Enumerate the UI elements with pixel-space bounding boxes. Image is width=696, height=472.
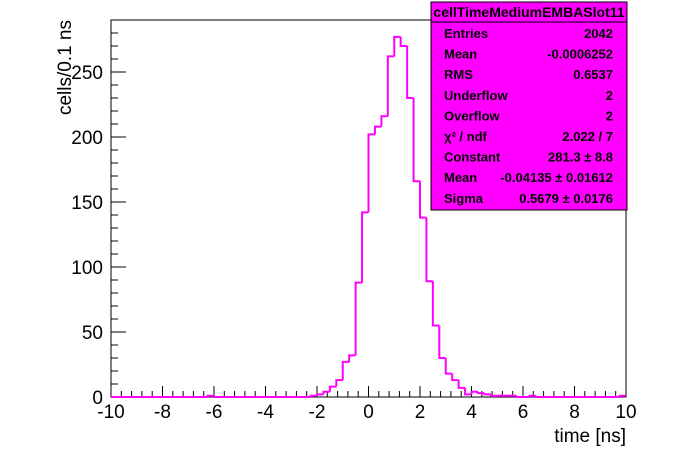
histogram-bin [483, 393, 491, 396]
histogram-bin [406, 46, 414, 99]
y-tick-label: 100 [71, 258, 103, 279]
y-axis: 0 50 100 150 200 250 [71, 19, 126, 409]
histogram-bin [367, 133, 375, 213]
histogram-bin [361, 211, 369, 283]
stats-row-value: 2.022 / 7 [562, 129, 613, 144]
x-tick-label: 6 [518, 402, 529, 423]
histogram-bin [386, 55, 395, 117]
histogram-bin [425, 217, 433, 283]
histogram-bin [476, 391, 485, 395]
histogram-bin [451, 373, 459, 382]
histogram-bin [341, 360, 350, 381]
histogram-bin [399, 36, 408, 47]
x-tick-label: 10 [615, 402, 636, 423]
x-axis: -10 -8 -6 -4 -2 0 2 4 6 8 10 [97, 386, 637, 423]
stats-row-value: 0.6537 [573, 67, 613, 82]
stats-row-label: RMS [444, 67, 473, 82]
stats-box-title: cellTimeMediumEMBASlot11 [433, 4, 624, 20]
x-tick-label: -10 [97, 402, 124, 423]
stats-row-label: Constant [444, 150, 501, 165]
x-tick-label: 2 [415, 402, 426, 423]
stats-box: cellTimeMediumEMBASlot11 Entries 2042 Mean… [430, 1, 628, 211]
histogram-bin [457, 380, 466, 389]
histogram-bin [464, 387, 472, 396]
histogram-bin [380, 115, 388, 127]
histogram-bin [419, 181, 427, 219]
x-tick-label: 8 [569, 402, 580, 423]
x-tick-label: 4 [466, 402, 477, 423]
y-axis-title: cells/0.1 ns [55, 20, 76, 115]
y-tick-label: 150 [71, 193, 103, 214]
histogram-bin [528, 394, 536, 397]
y-tick-label: 250 [71, 63, 103, 84]
histogram-bin [412, 98, 420, 183]
histogram-bin [431, 281, 440, 327]
stats-box-frame [430, 1, 628, 211]
stats-row-value: 2 [606, 108, 613, 123]
stats-row-value: 0.5679 ± 0.0176 [519, 191, 613, 206]
histogram-bin [348, 354, 356, 362]
histogram-bin [534, 395, 543, 398]
stats-row-label: Mean [444, 170, 477, 185]
histogram-bin [470, 390, 478, 395]
histogram-bin [206, 394, 214, 397]
x-tick-label: -4 [257, 402, 274, 423]
histogram-series [111, 35, 626, 398]
stats-row-value: 2042 [584, 26, 613, 41]
stats-row-label: Underflow [444, 88, 508, 103]
stats-row-label: Sigma [444, 191, 484, 206]
y-tick-label: 50 [82, 323, 103, 344]
histogram-bin [373, 125, 382, 135]
histogram-bin [438, 325, 446, 359]
x-tick-label: -2 [309, 402, 326, 423]
histogram-bin [335, 379, 343, 387]
histogram-bin [489, 394, 498, 397]
stats-row-label: Overflow [444, 108, 501, 123]
stats-row-label: Entries [444, 26, 488, 41]
histogram-bin [213, 395, 221, 398]
stats-row-value: -0.04135 ± 0.01612 [500, 170, 613, 185]
y-tick-label: 0 [92, 388, 103, 409]
histogram-bin [328, 385, 337, 392]
stats-rows: Entries 2042 Mean -0.0006252 RMS 0.6537 Underf… [444, 26, 613, 206]
y-tick-label: 200 [71, 128, 103, 149]
histogram-bin [322, 390, 330, 395]
stats-row-label: χ² / ndf [444, 129, 488, 144]
histogram-bin [393, 35, 401, 57]
histogram-bin [316, 393, 324, 396]
histogram-bin [354, 281, 363, 356]
stats-row-label: Mean [444, 47, 477, 62]
x-axis-title: time [ns] [554, 426, 626, 447]
histogram-bin [309, 394, 317, 397]
stats-row-value: 2 [606, 88, 613, 103]
stats-row-value: -0.0006252 [547, 47, 613, 62]
stats-row-value: 281.3 ± 8.8 [548, 150, 613, 165]
x-tick-label: 0 [363, 402, 374, 423]
x-tick-label: -8 [154, 402, 171, 423]
histogram-bin [515, 395, 523, 398]
histogram-bin [444, 358, 453, 375]
x-tick-label: -6 [206, 402, 223, 423]
histogram-bin [618, 394, 626, 397]
